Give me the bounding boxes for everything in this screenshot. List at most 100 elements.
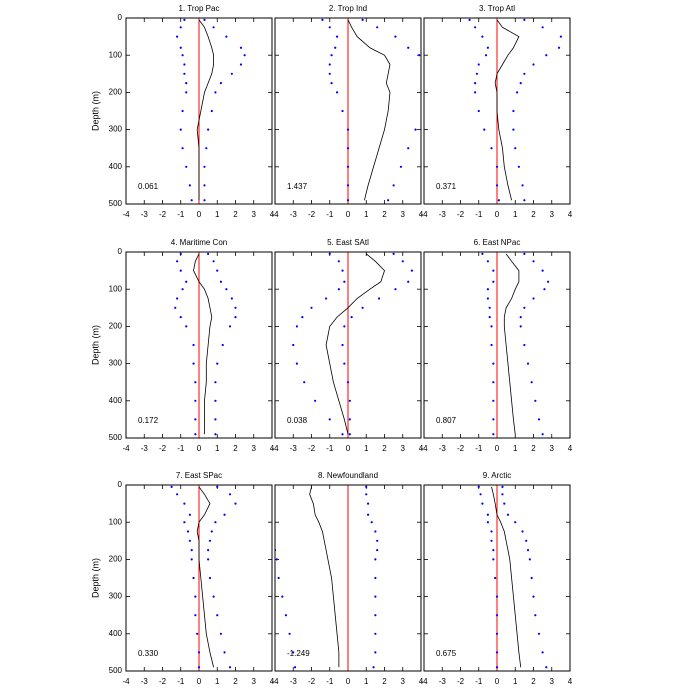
bound-dot xyxy=(399,165,403,168)
bound-dot xyxy=(208,539,212,542)
bound-dot xyxy=(523,72,526,75)
bound-dot xyxy=(477,485,480,488)
y-tick-label: 0 xyxy=(118,480,123,489)
x-tick-label: -4 xyxy=(122,444,130,453)
bound-dot xyxy=(221,343,224,347)
y-tick-label: 0 xyxy=(118,247,123,256)
y-tick-label: 200 xyxy=(109,88,123,97)
bound-dot xyxy=(547,280,550,283)
bound-dot xyxy=(532,63,535,66)
bound-dot xyxy=(350,316,353,319)
bound-dot xyxy=(223,513,226,516)
panel: 1. Trop Pac -4 -3 -2 -1 0 1 2 3 4 0 100 200 300 400 500… xyxy=(90,4,274,219)
panel: 3. Trop Atl -4 -3 -2 -1 0 1 2 3 4 0.371 xyxy=(420,4,572,219)
bound-dot xyxy=(212,260,215,263)
bound-dot xyxy=(392,184,395,187)
panel-title: 5. East SAtl xyxy=(327,238,369,247)
x-tick-label: -1 xyxy=(326,677,334,686)
bound-dot xyxy=(530,381,533,384)
bound-dot xyxy=(528,558,531,561)
bound-dot xyxy=(486,288,489,291)
bound-dot xyxy=(234,316,237,319)
bound-dot xyxy=(517,165,521,168)
panel-frame xyxy=(274,251,422,439)
y-tick-label: 300 xyxy=(109,125,123,134)
bound-dot xyxy=(194,614,197,617)
bound-dot xyxy=(212,26,215,29)
bound-dot xyxy=(194,595,197,598)
bound-dot xyxy=(492,381,495,384)
bound-dot xyxy=(219,82,222,85)
x-tick-label: -3 xyxy=(141,210,149,219)
panel-title: 7. East SPac xyxy=(176,471,222,480)
bound-dot xyxy=(214,433,217,436)
bound-dot xyxy=(519,82,522,85)
bound-dot xyxy=(207,558,210,561)
bound-dot xyxy=(501,485,504,488)
x-tick-label: 2 xyxy=(382,210,387,219)
x-tick-label: 3 xyxy=(550,210,555,219)
bound-dot xyxy=(179,46,182,49)
bound-dot xyxy=(341,269,344,272)
bound-dot xyxy=(239,63,243,66)
bound-dot xyxy=(310,306,313,309)
bound-dot xyxy=(194,381,197,384)
bound-dot xyxy=(330,82,333,85)
x-tick-label: -2 xyxy=(159,444,167,453)
x-tick-label: -2 xyxy=(159,677,167,686)
bound-dot xyxy=(234,306,237,309)
bound-dot xyxy=(170,485,173,488)
y-tick-label: 500 xyxy=(109,666,123,675)
bound-dot xyxy=(374,558,377,561)
plot-area xyxy=(321,18,431,204)
bound-dot xyxy=(348,418,351,421)
bound-dot xyxy=(181,109,184,113)
bound-dot xyxy=(523,199,526,202)
bound-dot xyxy=(526,362,530,365)
bound-dot xyxy=(477,109,480,113)
bound-dot xyxy=(179,26,182,29)
bound-dot xyxy=(335,91,339,94)
bound-dot xyxy=(328,26,331,29)
bound-dot xyxy=(523,18,526,21)
bound-dot xyxy=(486,46,489,49)
bound-dot xyxy=(203,199,206,202)
bound-dot xyxy=(521,530,524,533)
bound-dot xyxy=(486,297,489,300)
panel-frame xyxy=(423,484,571,672)
x-tick-label: -3 xyxy=(439,677,447,686)
y-tick-label: 100 xyxy=(109,284,123,293)
y-tick-label: 300 xyxy=(109,359,123,368)
bound-dot xyxy=(374,651,377,654)
bound-dot xyxy=(346,128,350,131)
bound-dot xyxy=(366,502,370,505)
x-tick-label: 4 xyxy=(270,444,275,453)
bound-dot xyxy=(523,252,526,255)
bound-dot xyxy=(343,280,346,283)
bound-dot xyxy=(492,269,495,272)
bound-dot xyxy=(534,399,537,402)
bound-dot xyxy=(192,362,195,365)
bound-dot xyxy=(194,433,197,436)
bound-dot xyxy=(277,576,280,580)
bound-dot xyxy=(543,288,546,291)
x-tick-label: 3 xyxy=(252,210,257,219)
x-tick-label: 1 xyxy=(215,210,220,219)
bound-dot xyxy=(228,493,232,496)
bound-dot xyxy=(429,73,431,75)
bound-dot xyxy=(490,325,493,328)
bound-dot xyxy=(492,280,495,283)
bound-dot xyxy=(348,399,351,402)
y-tick-label: 0 xyxy=(118,13,123,22)
bound-dot xyxy=(514,147,517,150)
plot-area xyxy=(174,252,237,438)
bound-dot xyxy=(407,46,410,49)
x-tick-label: -3 xyxy=(439,444,447,453)
bound-dot xyxy=(181,288,184,291)
bound-dot xyxy=(519,316,522,319)
bound-dot xyxy=(468,18,471,21)
plot-area xyxy=(170,485,237,671)
x-tick-label: -1 xyxy=(326,210,334,219)
x-tick-label: 4 xyxy=(270,210,275,219)
